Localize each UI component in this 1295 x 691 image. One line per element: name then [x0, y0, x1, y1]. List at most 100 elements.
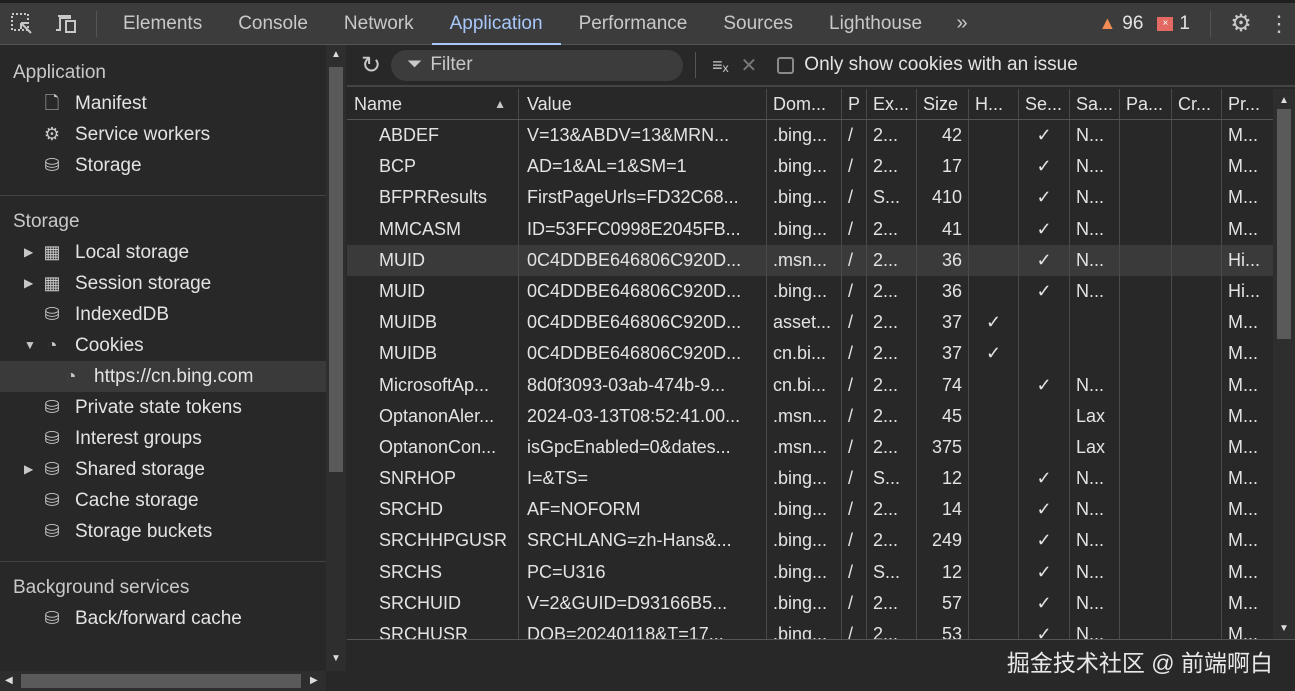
table-row[interactable]: MUIDB 0C4DDBE646806C920D... cn.bi.../2... 3… [347, 338, 1273, 370]
column-header-size[interactable]: Size [917, 89, 969, 119]
expand-right-icon[interactable]: ▶ [24, 462, 34, 476]
cell-se [1019, 307, 1070, 339]
cell-value: 2024-03-13T08:52:41.00... [519, 400, 767, 432]
filter-input[interactable]: ⏷ Filter [391, 49, 684, 81]
table-row[interactable]: MUID 0C4DDBE646806C920D... .msn.../2... 36 ✓… [347, 244, 1273, 276]
error-icon[interactable]: × [1157, 16, 1174, 31]
more-tabs-icon[interactable]: » [956, 12, 968, 34]
expand-down-icon[interactable]: ▼ [24, 338, 36, 352]
section-background-services: Background services [13, 577, 190, 598]
column-header-se[interactable]: Se... [1019, 89, 1070, 119]
table-row[interactable]: SRCHD AF=NOFORM .bing.../2... 14 ✓ N... M... [347, 494, 1273, 526]
sidebar-item-service-workers[interactable]: ⚙ Service workers [0, 119, 326, 150]
refresh-icon[interactable]: ↻ [361, 51, 382, 79]
sidebar-item-label: Storage buckets [75, 521, 213, 542]
cookie-icon: ◔ [46, 335, 58, 355]
table-row[interactable]: MUIDB 0C4DDBE646806C920D... asset.../2... 3… [347, 307, 1273, 339]
table-row[interactable]: ABDEF V=13&ABDV=13&MRN... .bing.../2... 42 ✓… [347, 120, 1273, 152]
column-header-sa[interactable]: Sa... [1070, 89, 1120, 119]
only-issues-checkbox[interactable] [777, 56, 795, 74]
column-header-h[interactable]: H... [969, 89, 1019, 119]
error-count[interactable]: 1 [1179, 12, 1190, 34]
sidebar-item-label: Cookies [75, 335, 144, 356]
cell-size: 36 [917, 275, 969, 308]
cell-pr: M... [1228, 468, 1258, 489]
cell-name: SRCHUSR [347, 619, 519, 639]
sidebar-vertical-scrollbar[interactable]: ▲ ▼ [326, 45, 346, 671]
sidebar-item-back-forward-cache[interactable]: ⛁ Back/forward cache [0, 603, 326, 634]
cell-cr [1172, 275, 1222, 308]
database-icon: ⛁ [44, 521, 60, 541]
sidebar-item-storage-buckets[interactable]: ⛁ Storage buckets [0, 516, 326, 547]
column-header-label: Cr... [1178, 94, 1212, 114]
sidebar-item-cookies[interactable]: ▼ ◔ Cookies [0, 330, 326, 361]
column-header-pa[interactable]: Pa... [1120, 89, 1172, 119]
cell-se: ✓ [1019, 182, 1070, 214]
table-row[interactable]: SRCHUSR DOB=20240118&T=17... .bing.../2...… [347, 619, 1273, 639]
column-header-pr[interactable]: Pr... [1222, 89, 1272, 119]
sidebar-item-cache-storage[interactable]: ⛁ Cache storage [0, 485, 326, 516]
cell-sa: N... [1070, 556, 1120, 588]
table-row[interactable]: MicrosoftAp... 8d0f3093-03ab-474b-9... cn.… [347, 369, 1273, 401]
cell-pa [1120, 400, 1172, 432]
column-header-dom[interactable]: Dom... [767, 89, 842, 119]
clear-all-cookies-icon[interactable]: ≡ₓ [712, 54, 729, 75]
cell-h [969, 151, 1019, 183]
device-toolbar-icon[interactable] [44, 12, 88, 36]
sidebar-item-indexeddb[interactable]: ⛁ IndexedDB [0, 299, 326, 330]
sidebar-item-storage[interactable]: ⛁ Storage [0, 150, 326, 181]
tab-application[interactable]: Application [431, 3, 561, 45]
gear-icon[interactable]: ⚙ [1230, 10, 1252, 37]
sidebar-horizontal-scrollbar[interactable]: ◀ ▶ [0, 671, 326, 691]
cell-pr: M... [1228, 436, 1258, 457]
table-vertical-scrollbar[interactable]: ▲ ▼ [1273, 89, 1295, 639]
sidebar-item-shared-storage[interactable]: ▶ ⛁ Shared storage [0, 454, 326, 485]
tab-sources[interactable]: Sources [723, 12, 794, 34]
sidebar-item-manifest[interactable]: 🗋 Manifest [0, 88, 326, 119]
kebab-menu-icon[interactable]: ⋮ [1268, 10, 1290, 36]
sidebar-item-https-cn-bing-com[interactable]: ◔ https://cn.bing.com [0, 361, 326, 392]
tab-elements[interactable]: Elements [123, 12, 203, 34]
expand-right-icon[interactable]: ▶ [24, 245, 34, 259]
table-row[interactable]: SRCHS PC=U316 .bing... / S... 12 ✓ N... M... [347, 556, 1273, 588]
table-row[interactable]: BCP AD=1&AL=1&SM=1 .bing.../2... 17 ✓ N... M..… [347, 151, 1273, 183]
column-header-label: H... [975, 94, 1004, 114]
column-header-label: Size [923, 94, 959, 114]
cell-sa: Lax [1070, 400, 1120, 432]
table-row[interactable]: SRCHHPGUSR SRCHLANG=zh-Hans&... .bing.../2… [347, 525, 1273, 557]
warning-count[interactable]: 96 [1122, 12, 1144, 34]
only-issues-label[interactable]: Only show cookies with an issue [804, 54, 1078, 75]
column-header-value[interactable]: Value [519, 89, 767, 119]
column-header-cr[interactable]: Cr... [1172, 89, 1222, 119]
table-row[interactable]: MMCASM ID=53FFC0998E2045FB... .bing.../2..… [347, 213, 1273, 245]
tab-performance[interactable]: Performance [578, 12, 688, 34]
cell-pr: M... [1228, 499, 1258, 520]
table-row[interactable]: BFPRResults FirstPageUrls=FD32C68... .bing… [347, 182, 1273, 214]
cell-sa: N... [1070, 275, 1120, 308]
tab-lighthouse[interactable]: Lighthouse [829, 12, 923, 34]
tab-console[interactable]: Console [238, 12, 308, 34]
column-header-p[interactable]: P [842, 89, 867, 119]
sidebar-item-private-state-tokens[interactable]: ⛁ Private state tokens [0, 392, 326, 423]
cell-h [969, 213, 1019, 245]
table-row[interactable]: OptanonCon... isGpcEnabled=0&dates... .msn… [347, 431, 1273, 464]
inspect-element-icon[interactable] [0, 12, 44, 36]
column-header-label: Pr... [1228, 94, 1261, 114]
table-row[interactable]: SRCHUID V=2&GUID=D93166B5... .bing.../2...… [347, 587, 1273, 619]
warning-icon[interactable]: ▲ [1098, 13, 1117, 33]
sidebar-item-interest-groups[interactable]: ⛁ Interest groups [0, 423, 326, 454]
cell-p: / [842, 213, 867, 245]
sidebar-item-local-storage[interactable]: ▶ ▦ Local storage [0, 237, 326, 268]
table-row[interactable]: SNRHOP I=&TS= .bing... / S... 12 ✓ N... M... [347, 463, 1273, 495]
sidebar-item-session-storage[interactable]: ▶ ▦ Session storage [0, 268, 326, 299]
delete-selected-icon[interactable]: ✕ [740, 54, 758, 77]
column-header-name[interactable]: Name ▲ [347, 89, 519, 119]
expand-right-icon[interactable]: ▶ [24, 276, 34, 290]
tab-network[interactable]: Network [343, 12, 414, 34]
cell-sa: N... [1070, 587, 1120, 619]
cell-h [969, 525, 1019, 557]
table-row[interactable]: MUID 0C4DDBE646806C920D... .bing.../2... 36… [347, 275, 1273, 308]
cell-pa [1120, 431, 1172, 464]
column-header-ex[interactable]: Ex... [867, 89, 917, 119]
table-row[interactable]: OptanonAler... 2024-03-13T08:52:41.00....… [347, 400, 1273, 432]
